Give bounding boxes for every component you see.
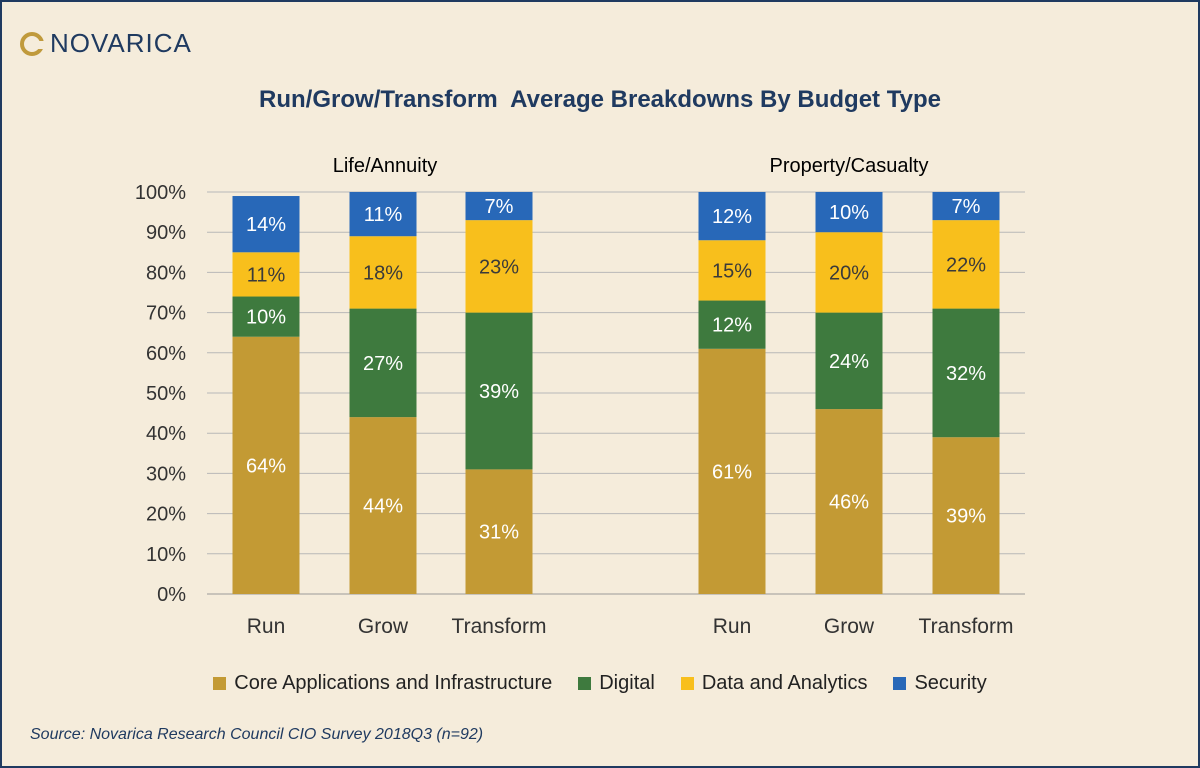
bar-segment: [232, 336, 300, 594]
data-label: 10%: [246, 307, 286, 329]
legend-item-security: Security: [893, 672, 987, 695]
data-label: 11%: [247, 264, 286, 286]
bar-segment: [698, 240, 766, 301]
bar-segment: [232, 296, 300, 337]
data-label: 64%: [246, 455, 286, 477]
bar-segment: [815, 232, 883, 313]
legend: Core Applications and Infrastructure Dig…: [0, 672, 1200, 695]
data-label: 20%: [829, 262, 869, 284]
data-label: 18%: [363, 262, 403, 284]
data-label: 39%: [479, 381, 519, 403]
source-note: Source: Novarica Research Council CIO Su…: [30, 726, 484, 743]
bar-segment: [815, 409, 883, 594]
legend-label-security: Security: [914, 672, 987, 694]
y-tick-label: 60%: [146, 343, 186, 365]
data-label: 46%: [829, 492, 869, 514]
data-label: 24%: [829, 351, 869, 373]
bar-segment: [932, 192, 1000, 221]
y-tick-label: 100%: [135, 182, 186, 204]
x-tick-label: Run: [713, 615, 752, 638]
y-tick-label: 80%: [146, 262, 186, 284]
bar-segment: [349, 192, 417, 237]
logo-text: NOVARICA: [50, 28, 192, 58]
x-tick-label: Transform: [919, 615, 1014, 638]
bar-segment: [698, 300, 766, 349]
data-label: 61%: [712, 461, 752, 483]
group-title-life-annuity: Life/Annuity: [332, 155, 438, 177]
legend-label-core: Core Applications and Infrastructure: [234, 672, 553, 694]
bar-segment: [349, 308, 417, 418]
bar-segment: [698, 192, 766, 241]
x-tick-label: Transform: [452, 615, 547, 638]
data-label: 12%: [712, 315, 752, 337]
legend-swatch-digital: [578, 677, 592, 690]
bar-segment: [465, 469, 533, 594]
bar-segment: [932, 220, 1000, 309]
bar-segment: [349, 417, 417, 594]
y-tick-label: 70%: [146, 303, 186, 325]
data-label: 31%: [479, 522, 519, 544]
x-tick-label: Grow: [358, 615, 409, 638]
novarica-logo: NOVARICA: [20, 28, 192, 59]
x-tick-label: Run: [247, 615, 286, 638]
y-tick-label: 30%: [146, 463, 186, 485]
bar-segment: [465, 220, 533, 313]
chart-title: Run/Grow/Transform Average Breakdowns By…: [259, 86, 941, 113]
y-tick-label: 90%: [146, 222, 186, 244]
bar-segment: [932, 308, 1000, 438]
legend-swatch-core: [213, 677, 227, 690]
data-label: 10%: [829, 202, 869, 224]
data-label: 23%: [479, 256, 519, 278]
legend-label-digital: Digital: [599, 672, 655, 694]
y-tick-label: 0%: [157, 584, 186, 606]
y-tick-label: 50%: [146, 383, 186, 405]
data-label: 22%: [946, 254, 986, 276]
data-label: 15%: [712, 260, 752, 282]
legend-item-core: Core Applications and Infrastructure: [213, 672, 552, 695]
group-title-property-casualty: Property/Casualty: [769, 155, 929, 177]
data-label: 44%: [363, 496, 403, 518]
y-tick-label: 20%: [146, 504, 186, 526]
data-label: 7%: [485, 196, 514, 218]
data-label: 39%: [946, 506, 986, 528]
bar-segment: [465, 192, 533, 221]
data-label: 32%: [946, 363, 986, 385]
bar-segment: [232, 252, 300, 297]
y-tick-label: 10%: [146, 544, 186, 566]
data-label: 12%: [712, 206, 752, 228]
data-label: 11%: [364, 204, 403, 226]
bar-segment: [815, 312, 883, 410]
data-label: 27%: [363, 353, 403, 375]
bar-segment: [465, 312, 533, 470]
data-label: 14%: [246, 214, 286, 236]
bar-segment: [349, 236, 417, 309]
bar-segment: [698, 348, 766, 594]
bar-segment: [932, 437, 1000, 594]
x-tick-label: Grow: [824, 615, 875, 638]
y-tick-label: 40%: [146, 423, 186, 445]
legend-label-data-analytics: Data and Analytics: [701, 672, 868, 694]
legend-swatch-security: [893, 677, 907, 690]
bar-segment: [232, 196, 300, 253]
logo-ring-icon: [20, 31, 45, 56]
legend-swatch-data-analytics: [680, 677, 694, 690]
data-label: 7%: [952, 196, 981, 218]
legend-item-data-analytics: Data and Analytics: [680, 672, 868, 695]
bar-segment: [815, 192, 883, 233]
legend-item-digital: Digital: [578, 672, 655, 695]
